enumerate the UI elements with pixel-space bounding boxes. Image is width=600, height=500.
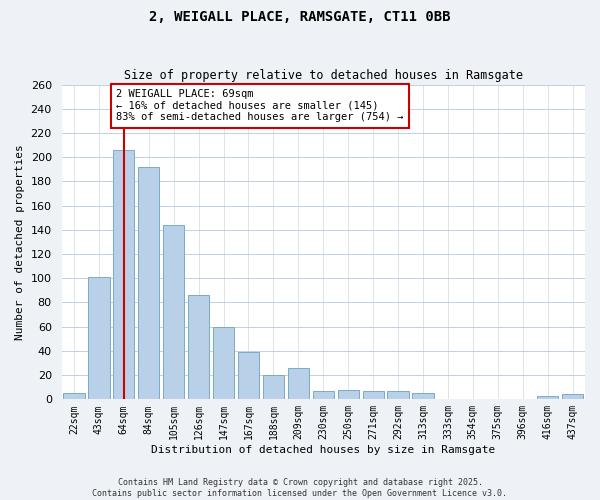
Bar [288, 368, 309, 400]
Bar [338, 390, 359, 400]
Title: Size of property relative to detached houses in Ramsgate: Size of property relative to detached ho… [124, 69, 523, 82]
Bar [263, 375, 284, 400]
Bar [388, 391, 409, 400]
Bar [163, 225, 184, 400]
X-axis label: Distribution of detached houses by size in Ramsgate: Distribution of detached houses by size … [151, 445, 496, 455]
Bar [537, 396, 558, 400]
Bar [188, 295, 209, 400]
Bar [412, 394, 434, 400]
Bar [238, 352, 259, 400]
Bar [213, 326, 234, 400]
Bar [562, 394, 583, 400]
Bar [313, 391, 334, 400]
Text: 2, WEIGALL PLACE, RAMSGATE, CT11 0BB: 2, WEIGALL PLACE, RAMSGATE, CT11 0BB [149, 10, 451, 24]
Text: Contains HM Land Registry data © Crown copyright and database right 2025.
Contai: Contains HM Land Registry data © Crown c… [92, 478, 508, 498]
Bar [113, 150, 134, 400]
Bar [88, 277, 110, 400]
Bar [362, 391, 384, 400]
Bar [138, 167, 160, 400]
Text: 2 WEIGALL PLACE: 69sqm
← 16% of detached houses are smaller (145)
83% of semi-de: 2 WEIGALL PLACE: 69sqm ← 16% of detached… [116, 90, 404, 122]
Y-axis label: Number of detached properties: Number of detached properties [15, 144, 25, 340]
Bar [64, 394, 85, 400]
